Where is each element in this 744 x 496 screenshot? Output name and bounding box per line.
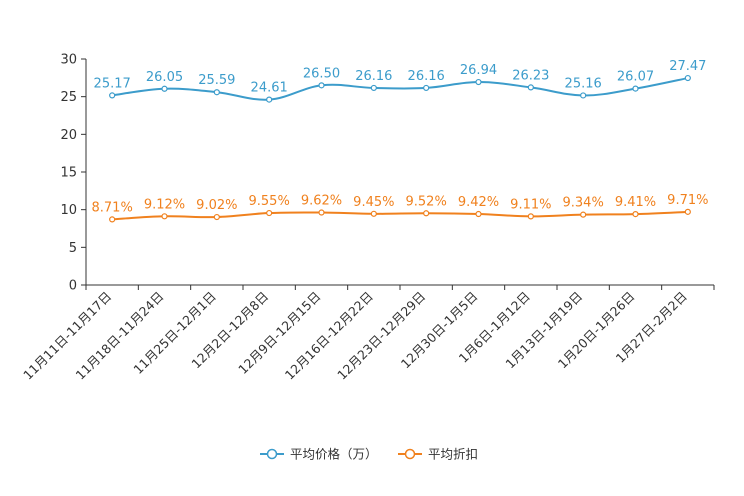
legend-label: 平均价格（万）: [290, 447, 378, 462]
data-label: 24.61: [251, 81, 288, 96]
data-point: [580, 211, 587, 218]
y-tick-label: 25: [60, 90, 77, 105]
data-point: [318, 209, 325, 216]
data-point: [161, 213, 168, 220]
data-label: 26.16: [408, 69, 445, 84]
y-tick-label: 10: [60, 203, 77, 218]
data-label: 9.71%: [667, 193, 708, 208]
data-label: 9.42%: [458, 195, 499, 210]
data-label: 26.23: [512, 68, 549, 83]
data-point: [318, 82, 325, 89]
data-label: 9.52%: [406, 194, 447, 209]
y-tick-label: 0: [69, 279, 77, 294]
x-tick-label: 12月16日-12月22日: [282, 289, 376, 383]
data-point: [475, 210, 482, 218]
series-line-0: [112, 77, 689, 101]
data-label: 26.05: [146, 70, 183, 85]
data-point: [684, 74, 691, 82]
data-point: [475, 78, 482, 86]
y-tick-label: 15: [60, 166, 77, 181]
legend-marker: [404, 448, 416, 460]
data-label: 9.62%: [301, 194, 342, 209]
data-label: 26.94: [460, 63, 497, 78]
data-point: [527, 84, 534, 91]
data-point: [632, 211, 639, 218]
data-point: [213, 213, 220, 221]
data-point: [161, 85, 168, 92]
data-point: [580, 92, 587, 99]
data-label: 9.41%: [615, 195, 656, 210]
data-point: [527, 213, 534, 220]
data-label: 26.50: [303, 66, 340, 81]
data-point: [423, 84, 430, 92]
data-label: 26.07: [617, 70, 654, 85]
data-label: 8.71%: [92, 200, 133, 215]
data-point: [632, 85, 639, 92]
data-point: [266, 209, 273, 217]
data-point: [266, 96, 273, 103]
data-label: 9.55%: [249, 194, 290, 209]
data-label: 26.16: [355, 69, 392, 84]
data-point: [109, 216, 116, 223]
data-point: [423, 210, 430, 217]
data-label: 25.16: [565, 76, 602, 91]
x-tick-label: 11月18日-11月24日: [72, 289, 166, 383]
data-label: 25.17: [94, 76, 131, 91]
y-tick-label: 30: [60, 53, 77, 68]
data-label: 9.45%: [353, 195, 394, 210]
data-label: 25.59: [198, 73, 235, 88]
legend-label: 平均折扣: [428, 447, 478, 462]
data-label: 9.11%: [510, 197, 551, 212]
data-label: 9.12%: [144, 197, 185, 212]
data-point: [370, 210, 377, 217]
y-tick-label: 20: [60, 128, 77, 143]
data-label: 9.34%: [563, 196, 604, 211]
data-point: [213, 89, 220, 96]
data-label: 9.02%: [196, 198, 237, 213]
series-line-1: [112, 210, 688, 221]
data-point: [109, 92, 116, 99]
data-point: [370, 84, 377, 92]
legend-marker: [266, 448, 278, 460]
x-tick-label: 11月11日-11月17日: [20, 289, 114, 383]
data-point: [684, 208, 691, 215]
data-label: 27.47: [669, 59, 706, 74]
x-tick-label: 12月23日-12月29日: [334, 289, 428, 383]
y-tick-label: 5: [69, 241, 77, 256]
